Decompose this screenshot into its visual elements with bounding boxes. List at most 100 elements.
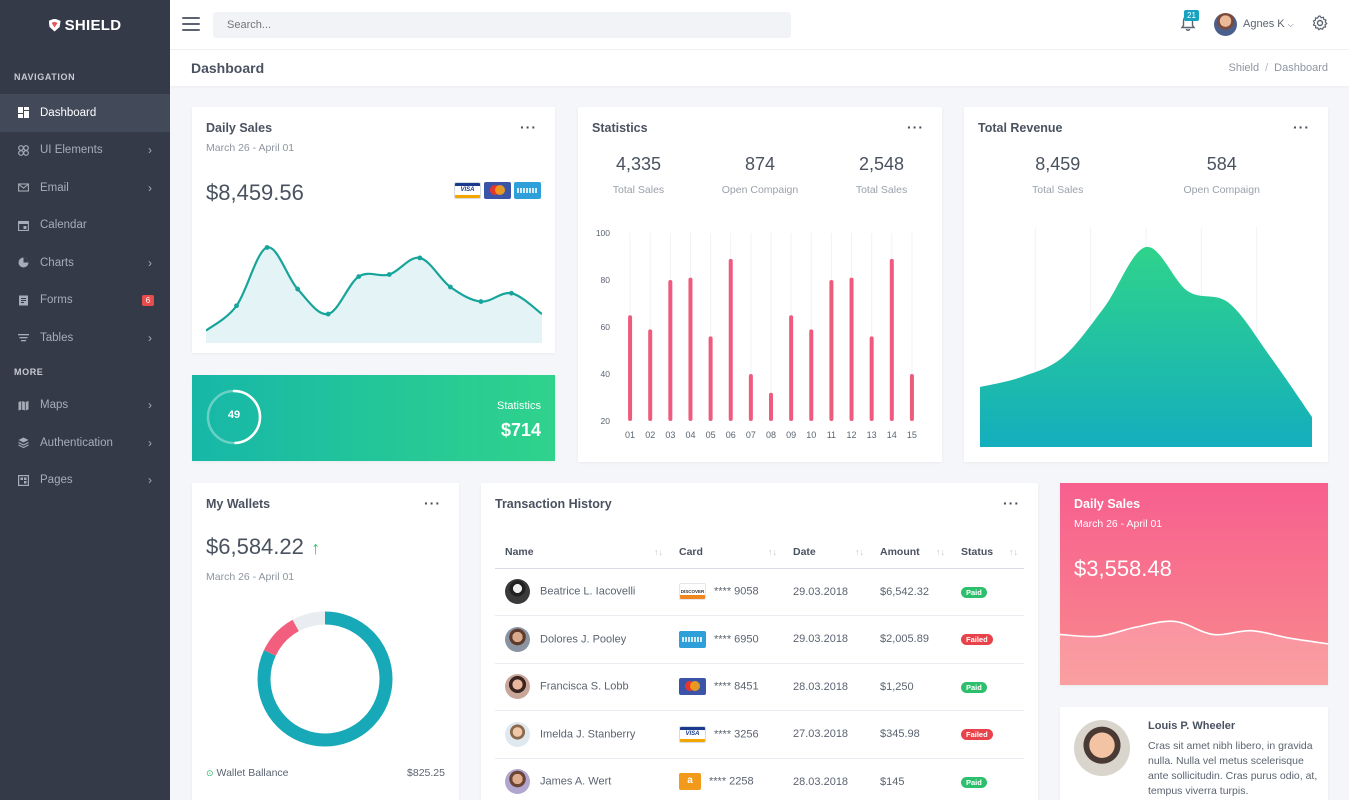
sidebar-item-label: Charts <box>40 256 74 269</box>
pink-sales-chart <box>1060 620 1328 685</box>
breadcrumb-item[interactable]: Shield <box>1228 62 1260 74</box>
x-tick-label: 03 <box>665 430 675 440</box>
x-tick-label: 13 <box>867 430 877 440</box>
metric-label: Total Sales <box>855 184 908 196</box>
topbar: 21 Agnes K ⌵ <box>170 0 1349 50</box>
forms-count-badge: 6 <box>142 294 154 306</box>
transaction-amount: $345.98 <box>870 710 951 759</box>
shield-logo-icon <box>48 18 61 32</box>
more-options-icon[interactable]: ··· <box>424 495 441 511</box>
more-options-icon[interactable]: ··· <box>1293 119 1310 135</box>
customer-name: Dolores J. Pooley <box>540 633 627 646</box>
sidebar-item-email[interactable]: Email › <box>0 169 170 207</box>
date-range: March 26 - April 01 <box>206 142 295 154</box>
column-header-name[interactable]: Name ↑↓ <box>495 536 669 569</box>
table-header-row: Name ↑↓ Card ↑↓ Date ↑↓ Amount ↑↓ Status ↑↓ <box>495 536 1024 569</box>
transaction-amount: $6,542.32 <box>870 568 951 616</box>
table-row[interactable]: James A. Wert a **** 2258 28.03.2018 $145… <box>495 758 1024 800</box>
sidebar-item-ui-elements[interactable]: UI Elements › <box>0 132 170 170</box>
transaction-date: 28.03.2018 <box>783 758 870 800</box>
more-options-icon[interactable]: ··· <box>1003 495 1020 511</box>
amex-card-icon <box>514 182 541 199</box>
daily-sales-area <box>206 247 542 343</box>
user-menu[interactable]: Agnes K ⌵ <box>1243 18 1294 30</box>
card-title: Daily Sales <box>1074 497 1141 511</box>
menu-toggle-icon[interactable] <box>182 17 200 31</box>
revenue-area <box>980 246 1312 447</box>
sidebar-item-calendar[interactable]: Calendar <box>0 207 170 245</box>
metric-label: Total Sales <box>612 184 665 196</box>
daily-sales-point <box>325 311 331 317</box>
sales-amount: $3,558.48 <box>1074 556 1172 581</box>
x-tick-label: 08 <box>766 430 776 440</box>
search-input[interactable] <box>213 12 791 38</box>
x-tick-label: 09 <box>786 430 796 440</box>
column-header-status[interactable]: Status ↑↓ <box>951 536 1024 569</box>
customer-name: Francisca S. Lobb <box>540 680 629 693</box>
sidebar-item-label: Email <box>40 181 69 194</box>
gear-icon[interactable] <box>1312 15 1328 31</box>
transaction-amount: $2,005.89 <box>870 615 951 664</box>
sidebar-item-maps[interactable]: Maps › <box>0 387 170 425</box>
table-row[interactable]: Francisca S. Lobb **** 8451 28.03.2018 $… <box>495 663 1024 711</box>
breadcrumb: Shield / Dashboard <box>1228 62 1328 74</box>
stats-label: Statistics <box>496 400 541 412</box>
bar <box>688 277 693 421</box>
revenue-metrics: 8,459 Total Sales 584 Open Compaign <box>964 154 1328 196</box>
column-header-date[interactable]: Date ↑↓ <box>783 536 870 569</box>
column-header-card[interactable]: Card ↑↓ <box>669 536 783 569</box>
more-options-icon[interactable]: ··· <box>520 119 537 135</box>
y-tick-label: 20 <box>601 416 611 426</box>
more-options-icon[interactable]: ··· <box>907 119 924 135</box>
metric: 2,548 Total Sales <box>856 154 907 196</box>
visa-card-icon: VISA <box>679 725 706 743</box>
daily-sales-point <box>478 299 484 304</box>
daily-sales-point <box>264 245 270 250</box>
y-tick-label: 60 <box>601 322 611 332</box>
arrow-up-icon: ↑ <box>311 538 321 558</box>
table-row[interactable]: Imelda J. Stanberry VISA **** 3256 27.03.… <box>495 710 1024 759</box>
avatar <box>505 579 530 605</box>
pink-sales-area <box>1060 621 1328 685</box>
card-title: My Wallets <box>206 497 271 511</box>
bar <box>708 336 713 421</box>
transaction-history-card: Transaction History ··· Name ↑↓ Card ↑↓ Da… <box>481 483 1038 800</box>
column-header-amount[interactable]: Amount ↑↓ <box>870 536 951 569</box>
sidebar-item-charts[interactable]: Charts › <box>0 244 170 282</box>
nav-heading: NAVIGATION <box>14 72 76 82</box>
sidebar-item-pages[interactable]: Pages › <box>0 462 170 500</box>
daily-sales-point <box>356 274 362 279</box>
avatar[interactable] <box>1214 13 1237 36</box>
bar <box>909 374 914 421</box>
sidebar-item-label: Authentication <box>40 436 113 449</box>
profile-bio: Cras sit amet nibh libero, in gravida nu… <box>1148 740 1318 797</box>
metric: 8,459 Total Sales <box>1032 154 1083 196</box>
metric-value: 4,335 <box>615 154 661 174</box>
table-row[interactable]: Dolores J. Pooley **** 6950 29.03.2018 $… <box>495 615 1024 664</box>
date-range: March 26 - April 01 <box>206 571 295 583</box>
sidebar-item-authentication[interactable]: Authentication › <box>0 424 170 462</box>
brand-name: SHIELD <box>64 16 122 34</box>
bar <box>809 329 814 421</box>
card-title: Statistics <box>592 121 648 135</box>
total-revenue-chart <box>980 227 1312 447</box>
wallet-donut-chart <box>257 611 393 747</box>
card-number: **** 9058 <box>714 585 759 598</box>
authentication-icon <box>18 437 29 449</box>
sidebar-item-tables[interactable]: Tables › <box>0 319 170 357</box>
amazon-card-icon: a <box>679 773 701 791</box>
y-tick-label: 40 <box>601 369 611 379</box>
table-row[interactable]: Beatrice L. Iacovelli DISCOVER **** 9058 … <box>495 568 1024 616</box>
y-tick-label: 100 <box>596 228 610 238</box>
daily-sales-point <box>417 255 423 261</box>
x-tick-label: 02 <box>645 430 655 440</box>
bar <box>748 374 753 421</box>
sidebar-item-forms[interactable]: Forms 6 <box>0 282 170 320</box>
sidebar-item-label: Pages <box>40 474 73 487</box>
avatar <box>505 674 530 700</box>
brand-logo[interactable]: SHIELD <box>0 0 170 50</box>
daily-sales-point <box>386 272 392 277</box>
x-tick-label: 15 <box>907 430 917 440</box>
bar <box>628 315 633 421</box>
sidebar-item-dashboard[interactable]: Dashboard <box>0 94 170 132</box>
